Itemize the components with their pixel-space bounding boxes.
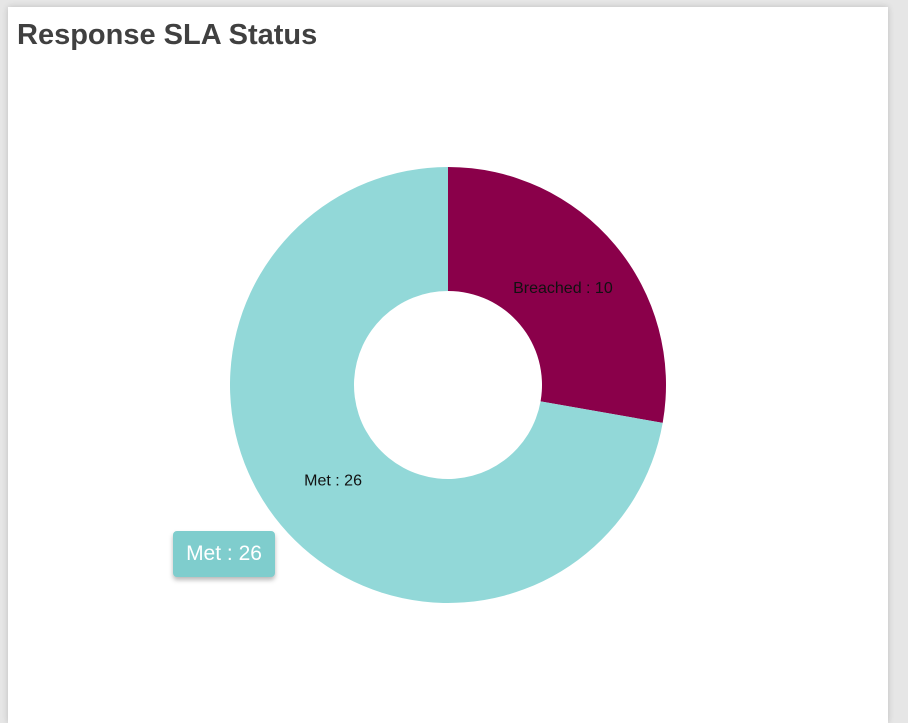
slice-label-met: Met : 26 xyxy=(304,473,362,490)
chart-tooltip: Met : 26 xyxy=(173,531,275,577)
chart-card: Response SLA Status Breached : 10 Met : 2… xyxy=(8,7,888,723)
slice-label-breached: Breached : 10 xyxy=(513,280,613,297)
chart-title: Response SLA Status xyxy=(17,19,318,51)
donut-chart: Breached : 10 Met : 26 xyxy=(230,167,666,603)
slice-met[interactable] xyxy=(230,167,663,603)
slice-breached[interactable] xyxy=(448,167,666,423)
